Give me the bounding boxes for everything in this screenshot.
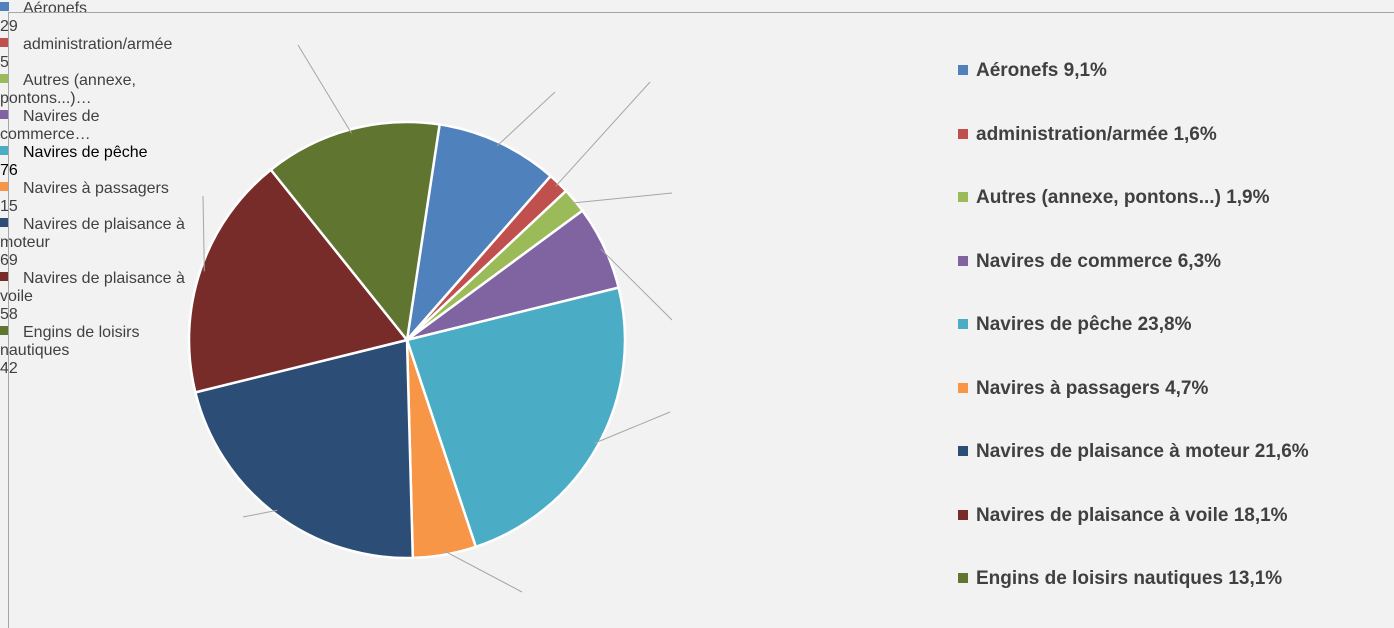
- legend-marker: [958, 128, 968, 139]
- legend-entry: Navires à passagers 4,7%: [958, 378, 1208, 400]
- data-label: Autres (annexe, pontons...)…: [0, 72, 190, 108]
- legend-label: Navires de plaisance à voile: [976, 504, 1229, 526]
- legend-percent: 1,6%: [1173, 123, 1217, 145]
- legend-percent: 9,1%: [1063, 60, 1107, 81]
- legend-entry: Autres (annexe, pontons...) 1,9%: [958, 187, 1270, 209]
- legend-percent: 13,1%: [1228, 568, 1283, 589]
- pie-slice: [193, 338, 415, 560]
- data-label: Navires de plaisance à voile 58: [0, 270, 190, 324]
- data-label: administration/armée 5: [0, 36, 240, 72]
- label-marker: [0, 218, 9, 227]
- legend-percent: 4,7%: [1165, 377, 1209, 399]
- leader-line: [571, 192, 673, 204]
- legend-percent: 1,9%: [1226, 187, 1270, 208]
- leader-line: [496, 91, 556, 147]
- legend-marker: [958, 65, 968, 75]
- legend-entry: Engins de loisirs nautiques 13,1%: [958, 568, 1282, 590]
- label-name: Autres (annexe, pontons...)…: [0, 72, 136, 107]
- leader-line: [594, 411, 671, 444]
- legend-label: Engins de loisirs nautiques: [976, 568, 1224, 589]
- legend-label: Navires de plaisance à moteur: [976, 441, 1250, 462]
- leader-line: [242, 509, 278, 518]
- legend-entry: Aéronefs 9,1%: [958, 60, 1107, 82]
- data-label: Navires de commerce…: [0, 108, 160, 144]
- label-name: Engins de loisirs nautiques: [0, 324, 140, 359]
- legend-label: Autres (annexe, pontons...): [976, 187, 1221, 208]
- data-label: Engins de loisirs nautiques 42: [0, 324, 200, 378]
- legend-marker: [958, 192, 968, 202]
- label-name: administration/armée: [23, 36, 173, 53]
- pie-slice: [405, 286, 627, 549]
- legend-marker: [958, 319, 968, 329]
- legend-marker: [958, 573, 968, 583]
- leader-line: [555, 81, 651, 187]
- leader-line: [202, 195, 205, 272]
- legend-marker: [958, 255, 968, 266]
- label-name: Navires de pêche: [23, 144, 148, 161]
- legend-label: Navires à passagers: [976, 377, 1160, 399]
- data-label: Navires de pêche 76: [0, 144, 200, 180]
- leader-line: [297, 44, 352, 134]
- data-label: Navires de plaisance à moteur 69: [0, 216, 210, 270]
- label-value: 5: [0, 54, 9, 71]
- label-marker: [0, 146, 9, 155]
- leader-line: [443, 550, 523, 593]
- legend-percent: 23,8%: [1137, 314, 1192, 335]
- label-marker: [0, 182, 9, 191]
- label-marker: [0, 272, 9, 281]
- label-name: Navires à passagers: [23, 180, 169, 197]
- label-name: Navires de commerce…: [0, 108, 100, 143]
- legend-percent: 21,6%: [1254, 441, 1309, 462]
- legend-entry: Navires de pêche 23,8%: [958, 314, 1191, 336]
- pie-slice: [405, 123, 553, 345]
- label-name: Navires de plaisance à moteur: [0, 216, 185, 251]
- legend-entry: Navires de plaisance à moteur 21,6%: [958, 441, 1309, 463]
- legend-marker: [958, 382, 968, 393]
- pie-slice: [269, 120, 442, 344]
- legend-entry: Navires de commerce 6,3%: [958, 251, 1221, 273]
- label-marker: [0, 326, 9, 335]
- leader-line: [600, 248, 673, 321]
- legend-marker: [958, 509, 968, 520]
- label-marker: [0, 38, 9, 47]
- legend-percent: 18,1%: [1233, 504, 1288, 526]
- label-marker: [0, 110, 9, 119]
- legend-entry: Navires de plaisance à voile 18,1%: [958, 505, 1288, 527]
- legend-entry: administration/armée 1,6%: [958, 124, 1217, 146]
- label-marker: [0, 74, 9, 83]
- legend-percent: 6,3%: [1177, 250, 1222, 272]
- frame: [8, 12, 1394, 628]
- legend-label: Navires de commerce: [976, 250, 1173, 272]
- legend-label: administration/armée: [976, 123, 1169, 145]
- pie-slice: [187, 167, 410, 394]
- legend-marker: [958, 446, 968, 456]
- legend-label: Aéronefs: [976, 60, 1059, 81]
- legend-label: Navires de pêche: [976, 314, 1133, 335]
- label-marker: [0, 2, 9, 11]
